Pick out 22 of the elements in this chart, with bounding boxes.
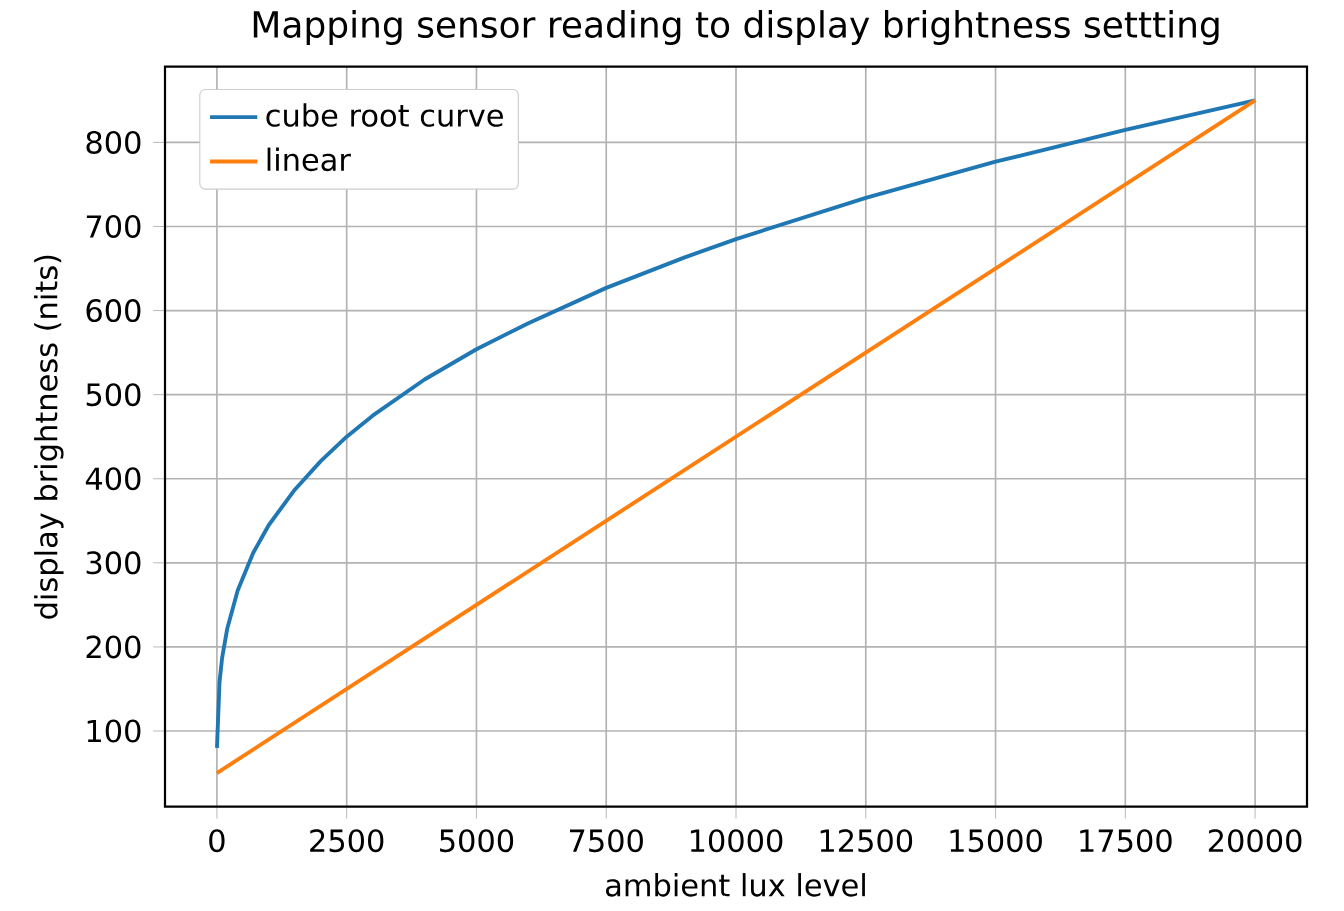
x-tick-label: 5000 [440, 829, 514, 853]
y-axis-title: display brightness (nits) [34, 255, 64, 619]
y-tick-label: 300 [86, 551, 141, 575]
x-tick-label: 15000 [950, 829, 1042, 853]
y-tick-label: 200 [86, 635, 141, 659]
legend-label: cube root curve [266, 103, 503, 128]
x-tick-label: 2500 [310, 829, 384, 853]
x-tick-label: 10000 [690, 829, 783, 853]
y-tick-label: 700 [86, 215, 141, 239]
x-tick-label: 12500 [820, 829, 913, 853]
y-tick-label: 800 [86, 131, 141, 155]
x-tick-label: 7500 [570, 829, 643, 853]
x-axis-title: ambient lux level [606, 873, 865, 897]
y-tick-label: 500 [86, 383, 141, 407]
x-tick-label: 0 [209, 829, 225, 853]
legend-label: linear [267, 147, 351, 172]
y-tick-label: 600 [86, 299, 141, 323]
y-tick-label: 100 [87, 719, 141, 743]
y-tick-label: 400 [85, 467, 141, 491]
x-tick-label: 17500 [1080, 829, 1172, 853]
x-tick-label: 20000 [1208, 829, 1302, 853]
chart-title: Mapping sensor reading to display brightness settting [253, 10, 1219, 46]
